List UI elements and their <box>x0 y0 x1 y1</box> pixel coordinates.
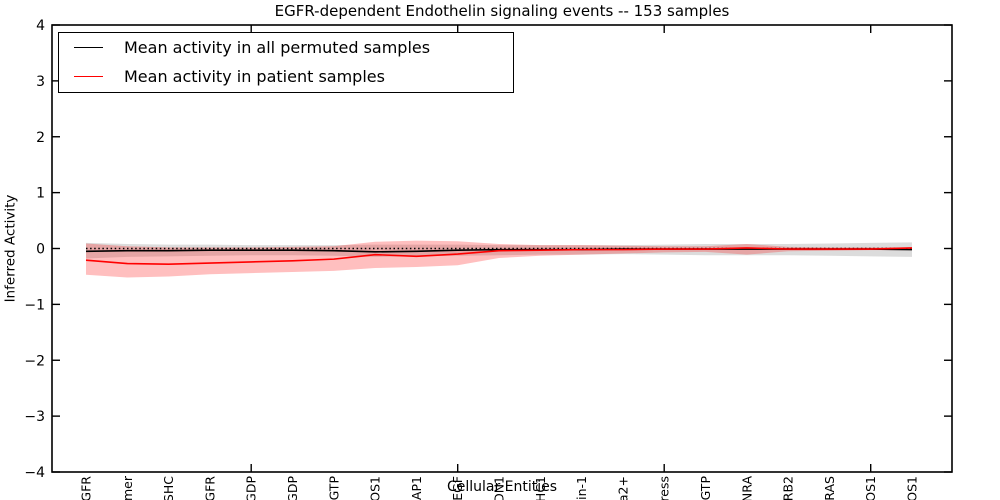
category-label: FRAP1 <box>409 476 424 500</box>
plot-title: EGFR-dependent Endothelin signaling even… <box>274 2 730 20</box>
y-tick-label: −2 <box>24 353 45 369</box>
category-label: EDN1 <box>492 476 507 500</box>
y-axis-title: Inferred Activity <box>2 194 19 303</box>
y-tick-label: 0 <box>36 242 45 258</box>
category-label: response to oxidative stress <box>657 476 672 500</box>
category-label: GRB2/SOS1 <box>905 476 920 500</box>
category-label: EGF/EGFR dimer/SHC/GRB2/SOS1 <box>368 476 383 500</box>
patient-line-swatch-icon <box>74 76 103 77</box>
permuted-line-swatch-icon <box>74 47 103 48</box>
patient-line <box>85 247 913 265</box>
category-label: EDNRA <box>739 476 754 500</box>
category-label: HRAS/GDP <box>285 476 300 500</box>
y-tick-label: −1 <box>24 297 45 313</box>
y-tick-label: 2 <box>36 130 45 146</box>
x-axis-title: Cellular Entities <box>446 479 558 495</box>
category-label: ETA receptor/Endothelin-1 <box>574 476 589 500</box>
category-label: GRB2 <box>781 476 796 500</box>
category-label: EGF/EGFR <box>202 476 217 500</box>
legend-label: Mean activity in patient samples <box>124 67 385 86</box>
legend-item: Mean activity in patient samples <box>59 62 513 91</box>
y-tick-label: 3 <box>36 74 45 90</box>
category-label: SHC1 <box>533 476 548 500</box>
category-label: EGFR <box>79 476 94 500</box>
legend: Mean activity in all permuted samples Me… <box>58 32 514 93</box>
category-label: EGF/EGFR dimer/SHC <box>161 476 176 500</box>
category-label: HRAS/GTP <box>326 476 341 500</box>
legend-label: Mean activity in all permuted samples <box>124 38 431 57</box>
legend-item: Mean activity in all permuted samples <box>59 33 513 62</box>
y-tick-label: −4 <box>24 465 45 481</box>
category-label: HRAS <box>822 476 837 500</box>
category-label: EGF/EGFR dimer <box>120 475 135 500</box>
y-tick-label: 1 <box>36 186 45 202</box>
y-tick-label: 4 <box>36 18 45 34</box>
y-tick-label: −3 <box>24 409 45 425</box>
category-label: EGF <box>450 476 465 500</box>
category-label: mol:Ca2+ <box>615 476 630 500</box>
category-label: SOS1 <box>863 476 878 500</box>
category-label: mol:GTP <box>698 476 713 500</box>
category-label: mol:GDP <box>244 476 259 500</box>
